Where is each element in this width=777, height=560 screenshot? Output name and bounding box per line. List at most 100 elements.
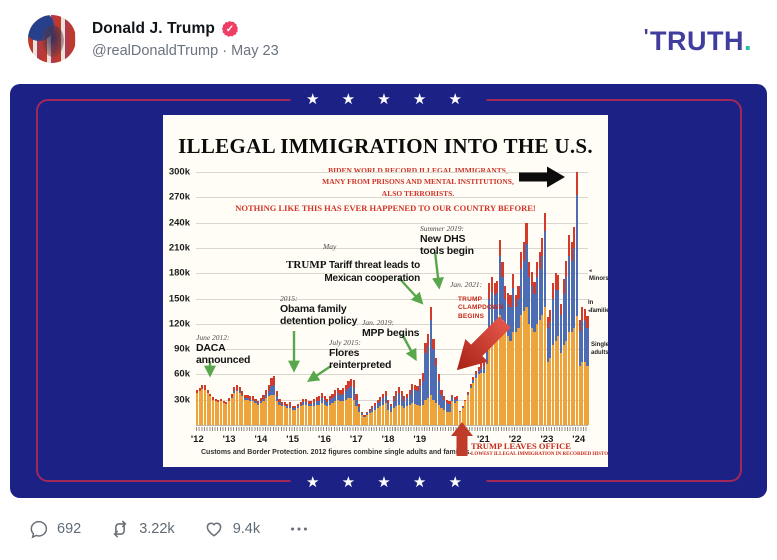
seg-minors: [259, 398, 262, 402]
bar: [246, 172, 249, 425]
seg-families: [381, 398, 385, 405]
seg-families: [262, 398, 265, 402]
seg-minors: [219, 398, 223, 402]
seg-families: [278, 402, 281, 405]
seg-adults: [286, 408, 289, 425]
y-axis-label: 60k: [174, 368, 190, 380]
x-axis-label: '16: [318, 434, 331, 445]
seg-adults: [551, 344, 555, 425]
bar: [326, 172, 329, 425]
seg-minors: [501, 262, 504, 278]
seg-families: [517, 298, 520, 329]
seg-minors: [581, 306, 584, 320]
meta-separator: ·: [218, 43, 232, 59]
seg-minors: [371, 405, 374, 409]
bar: [392, 172, 395, 425]
seg-families: [352, 387, 355, 400]
seg-minors: [509, 295, 512, 307]
bar: [546, 172, 549, 425]
seg-families: [411, 389, 414, 404]
seg-minors: [583, 309, 586, 322]
seg-families: [496, 293, 499, 326]
seg-minors: [376, 399, 379, 404]
seg-minors: [538, 252, 541, 269]
retruth-icon: [113, 520, 127, 538]
seg-adults: [355, 406, 358, 425]
seg-families: [310, 403, 313, 407]
author-name[interactable]: Donald J. Trump: [92, 20, 215, 37]
seg-families: [304, 402, 308, 405]
seg-minors: [249, 396, 252, 400]
seg-adults: [453, 403, 456, 425]
bar: [312, 172, 316, 425]
seg-adults: [482, 372, 486, 425]
seg-minors: [320, 392, 323, 399]
seg-adults: [201, 388, 204, 425]
seg-minors: [451, 394, 454, 398]
seg-families: [358, 407, 361, 412]
seg-adults: [326, 406, 329, 425]
more-button[interactable]: [288, 518, 310, 540]
seg-minors: [586, 316, 589, 329]
seg-minors: [283, 402, 286, 405]
seg-families: [368, 410, 371, 414]
bar: [214, 172, 217, 425]
seg-families: [307, 403, 310, 407]
bar: [458, 172, 462, 425]
seg-minors: [559, 303, 563, 316]
annotation-flores: July 2015: Flores reinterpreted: [329, 338, 392, 371]
seg-adults: [485, 364, 488, 425]
seg-families: [448, 403, 451, 412]
seg-adults: [259, 403, 262, 425]
seg-minors: [196, 390, 199, 393]
bar: [397, 172, 401, 425]
stars-bottom: ★ ★ ★ ★ ★: [290, 474, 487, 492]
seg-families: [451, 397, 454, 402]
seg-adults: [528, 323, 531, 425]
seg-adults: [416, 404, 419, 425]
seg-families: [249, 399, 252, 402]
seg-families: [562, 294, 565, 345]
reply-button[interactable]: 692: [28, 519, 81, 540]
seg-adults: [456, 401, 459, 425]
bar: [230, 172, 233, 425]
seg-families: [350, 386, 353, 399]
bar: [368, 172, 371, 425]
bar: [275, 172, 278, 425]
y-axis-label: 30k: [174, 394, 190, 406]
seg-minors: [424, 343, 427, 354]
retruth-button[interactable]: 3.22k: [109, 518, 175, 540]
retruth-count: 3.22k: [139, 521, 175, 537]
post-date[interactable]: May 23: [231, 43, 279, 59]
bar: [376, 172, 379, 425]
y-axis-label: 90k: [174, 343, 190, 355]
bar: [498, 172, 501, 425]
seg-families: [387, 403, 390, 410]
post-image[interactable]: ★ ★ ★ ★ ★ ★ ★ ★ ★ ★ ILLEGAL IMMIGRATION …: [10, 84, 767, 498]
bar: [536, 172, 539, 425]
seg-adults: [331, 403, 334, 425]
avatar[interactable]: [28, 15, 76, 63]
seg-families: [472, 380, 475, 383]
seg-minors: [488, 282, 491, 299]
seg-minors: [551, 283, 555, 299]
seg-families: [347, 387, 350, 399]
bar: [270, 172, 273, 425]
like-button[interactable]: 9.4k: [203, 518, 260, 540]
bar: [387, 172, 390, 425]
seg-adults: [488, 340, 491, 425]
bar: [517, 172, 520, 425]
seg-minors: [387, 399, 390, 404]
seg-families: [538, 269, 541, 320]
bar: [474, 172, 478, 425]
seg-adults: [575, 316, 578, 425]
author-handle[interactable]: @realDonaldTrump: [92, 43, 219, 59]
seg-minors: [474, 371, 478, 375]
seg-adults: [198, 391, 201, 425]
seg-adults: [235, 391, 238, 425]
bar: [464, 172, 467, 425]
seg-minors: [411, 383, 414, 390]
seg-minors: [541, 237, 544, 257]
bar: [389, 172, 393, 425]
seg-minors: [543, 212, 547, 232]
